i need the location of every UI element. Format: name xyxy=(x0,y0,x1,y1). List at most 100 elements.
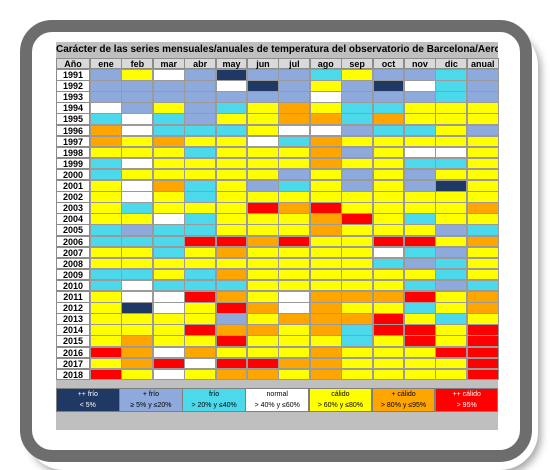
heatmap-cell xyxy=(184,368,217,381)
heatmap-cell xyxy=(184,224,217,236)
heatmap-cell xyxy=(247,357,279,370)
heatmap-cell xyxy=(309,157,342,170)
heatmap-cell xyxy=(309,224,342,236)
heatmap-cell xyxy=(215,335,248,347)
heatmap-cell xyxy=(435,135,468,148)
heatmap-cell xyxy=(309,235,342,248)
heatmap-cell xyxy=(466,102,499,114)
heatmap-cell xyxy=(152,346,185,359)
heatmap-cell xyxy=(247,135,279,148)
heatmap-cell xyxy=(341,146,374,159)
year-label-1998: 1998 xyxy=(56,146,90,159)
heatmap-cell xyxy=(215,324,248,336)
heatmap-cell xyxy=(466,213,499,225)
legend-label: ++ cálido xyxy=(452,391,481,398)
heatmap-cell xyxy=(278,291,311,303)
heatmap-cell xyxy=(184,313,217,325)
heatmap-cell xyxy=(152,113,185,125)
heatmap-cell xyxy=(121,69,154,81)
heatmap-cell xyxy=(152,313,185,325)
heatmap-cell xyxy=(90,80,122,92)
heatmap-cell xyxy=(215,69,248,81)
heatmap-cell xyxy=(435,246,468,259)
heatmap-cell xyxy=(466,235,499,248)
heatmap-cell xyxy=(278,91,311,103)
heatmap-cell xyxy=(90,168,122,181)
column-header-ago: ago xyxy=(309,58,342,69)
heatmap-cell xyxy=(90,246,122,259)
heatmap-cell xyxy=(404,235,436,248)
heatmap-cell xyxy=(341,113,374,125)
legend-item: ++ frío < 5% xyxy=(56,388,120,412)
year-label-2014: 2014 xyxy=(56,324,90,336)
heatmap-cell xyxy=(215,357,248,370)
heatmap-cell xyxy=(309,324,342,336)
heatmap-cell xyxy=(247,91,279,103)
heatmap-cell xyxy=(152,135,185,148)
heatmap-cell xyxy=(184,291,217,303)
heatmap-cell xyxy=(121,124,154,137)
heatmap-cell xyxy=(435,202,468,214)
heatmap-cell xyxy=(278,279,311,292)
heatmap-cell xyxy=(341,257,374,270)
heatmap-cell xyxy=(121,313,154,325)
heatmap-cell xyxy=(184,324,217,336)
legend-item: + cálido > 80% y ≤95% xyxy=(371,388,436,412)
heatmap-cell xyxy=(247,279,279,292)
heatmap-cell xyxy=(121,357,154,370)
heatmap-cell xyxy=(152,224,185,236)
heatmap-cell xyxy=(435,102,468,114)
heatmap-cell xyxy=(247,191,279,203)
heatmap-cell xyxy=(121,268,154,281)
heatmap-cell xyxy=(435,124,468,137)
heatmap-cell xyxy=(184,191,217,203)
heatmap-cell xyxy=(372,191,405,203)
heatmap-cell xyxy=(341,69,374,81)
heatmap-cell xyxy=(152,357,185,370)
heatmap-cell xyxy=(278,191,311,203)
heatmap-cell xyxy=(404,279,436,292)
heatmap-cell xyxy=(121,180,154,192)
heatmap-cell xyxy=(247,291,279,303)
heatmap-cell xyxy=(404,291,436,303)
heatmap-cell xyxy=(341,157,374,170)
heatmap-cell xyxy=(341,324,374,336)
heatmap-cell xyxy=(466,291,499,303)
heatmap-cell xyxy=(184,302,217,314)
heatmap-cell xyxy=(121,168,154,181)
heatmap-cell xyxy=(215,146,248,159)
column-header-feb: feb xyxy=(121,58,154,69)
heatmap-cell xyxy=(90,268,122,281)
heatmap-cell xyxy=(341,368,374,381)
heatmap-cell xyxy=(152,235,185,248)
heatmap-cell xyxy=(466,113,499,125)
heatmap-cell xyxy=(278,357,311,370)
heatmap-cell xyxy=(341,91,374,103)
heatmap-cell xyxy=(309,202,342,214)
heatmap-cell xyxy=(404,113,436,125)
heatmap-cell xyxy=(309,268,342,281)
heatmap-cell xyxy=(372,224,405,236)
heatmap-cell xyxy=(372,102,405,114)
heatmap-cell xyxy=(466,157,499,170)
heatmap-cell xyxy=(372,357,405,370)
heatmap-cell xyxy=(404,357,436,370)
heatmap-cell xyxy=(184,202,217,214)
heatmap-cell xyxy=(466,180,499,192)
column-header-oct: oct xyxy=(372,58,405,69)
heatmap-cell xyxy=(372,168,405,181)
heatmap-cell xyxy=(435,357,468,370)
legend-range: > 40% y ≤60% xyxy=(254,402,300,409)
heatmap-cell xyxy=(184,102,217,114)
heatmap-cell xyxy=(278,224,311,236)
heatmap-cell xyxy=(309,180,342,192)
heatmap-cell xyxy=(372,113,405,125)
heatmap-cell xyxy=(435,313,468,325)
heatmap-cell xyxy=(152,124,185,137)
heatmap-cell xyxy=(309,102,342,114)
heatmap-cell xyxy=(435,346,468,359)
heatmap-cell xyxy=(215,346,248,359)
heatmap-cell xyxy=(215,102,248,114)
heatmap-cell xyxy=(90,69,122,81)
heatmap-cell xyxy=(372,313,405,325)
